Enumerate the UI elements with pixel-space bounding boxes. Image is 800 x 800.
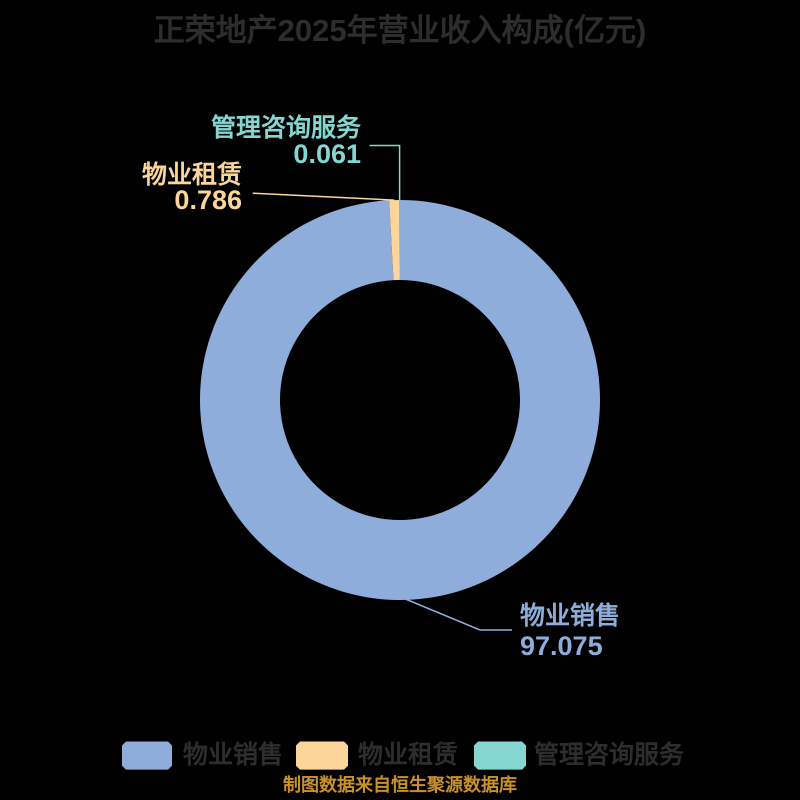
svg-text:物业销售: 物业销售 xyxy=(183,740,283,769)
svg-text:管理咨询服务: 管理咨询服务 xyxy=(534,740,684,769)
svg-text:0.061: 0.061 xyxy=(293,139,361,169)
svg-text:管理咨询服务: 管理咨询服务 xyxy=(211,113,361,142)
svg-text:物业销售: 物业销售 xyxy=(520,601,620,630)
svg-text:物业租赁: 物业租赁 xyxy=(358,741,458,769)
svg-text:0.786: 0.786 xyxy=(174,185,242,215)
svg-text:97.075: 97.075 xyxy=(520,631,603,661)
